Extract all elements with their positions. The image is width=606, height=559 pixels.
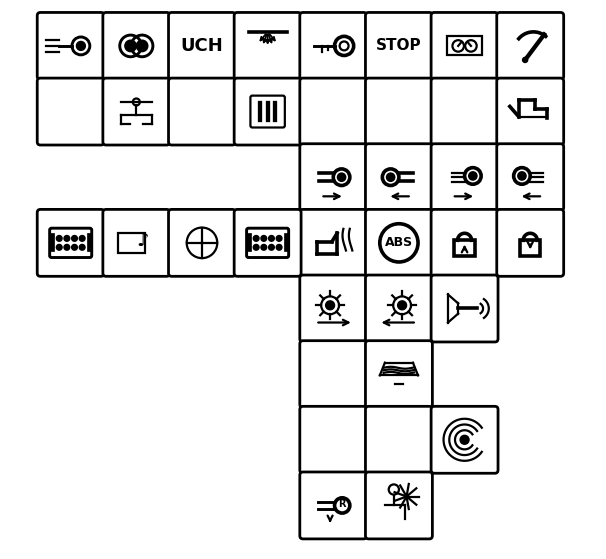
Circle shape — [72, 244, 78, 250]
Circle shape — [268, 235, 275, 241]
FancyBboxPatch shape — [300, 472, 367, 539]
Circle shape — [468, 172, 477, 180]
FancyBboxPatch shape — [365, 275, 433, 342]
FancyBboxPatch shape — [168, 210, 236, 276]
Circle shape — [64, 235, 70, 241]
FancyBboxPatch shape — [497, 144, 564, 211]
Bar — [520, 240, 541, 255]
FancyBboxPatch shape — [300, 210, 367, 276]
FancyBboxPatch shape — [234, 78, 301, 145]
FancyBboxPatch shape — [300, 340, 367, 408]
FancyBboxPatch shape — [37, 12, 104, 79]
FancyBboxPatch shape — [365, 144, 433, 211]
Circle shape — [253, 235, 259, 241]
Circle shape — [79, 244, 85, 250]
Circle shape — [522, 58, 528, 63]
Circle shape — [125, 40, 136, 51]
FancyBboxPatch shape — [247, 228, 288, 258]
Circle shape — [72, 235, 78, 241]
Bar — [447, 36, 482, 55]
FancyBboxPatch shape — [497, 12, 564, 79]
Circle shape — [338, 173, 345, 181]
Circle shape — [79, 235, 85, 241]
Circle shape — [136, 40, 148, 51]
Circle shape — [76, 41, 85, 50]
FancyBboxPatch shape — [234, 12, 301, 79]
FancyBboxPatch shape — [300, 78, 367, 145]
FancyBboxPatch shape — [431, 275, 498, 342]
FancyBboxPatch shape — [365, 12, 433, 79]
Bar — [454, 240, 474, 255]
Circle shape — [261, 244, 267, 250]
Circle shape — [64, 244, 70, 250]
FancyBboxPatch shape — [37, 210, 104, 276]
Text: ABS: ABS — [385, 236, 413, 249]
FancyBboxPatch shape — [365, 78, 433, 145]
Circle shape — [56, 244, 62, 250]
Circle shape — [325, 301, 335, 310]
FancyBboxPatch shape — [300, 406, 367, 473]
Circle shape — [518, 172, 526, 180]
Circle shape — [268, 244, 275, 250]
FancyBboxPatch shape — [431, 78, 498, 145]
Circle shape — [460, 435, 469, 444]
Circle shape — [387, 173, 395, 181]
FancyBboxPatch shape — [497, 210, 564, 276]
Text: ♪: ♪ — [136, 231, 149, 250]
FancyBboxPatch shape — [37, 78, 104, 145]
FancyBboxPatch shape — [365, 406, 433, 473]
FancyBboxPatch shape — [300, 12, 367, 79]
FancyBboxPatch shape — [50, 228, 92, 258]
FancyBboxPatch shape — [431, 210, 498, 276]
Text: UCH: UCH — [181, 37, 224, 55]
Circle shape — [56, 235, 62, 241]
FancyBboxPatch shape — [103, 78, 170, 145]
Circle shape — [276, 244, 282, 250]
FancyBboxPatch shape — [168, 12, 236, 79]
FancyBboxPatch shape — [250, 96, 285, 127]
FancyBboxPatch shape — [168, 78, 236, 145]
FancyBboxPatch shape — [103, 210, 170, 276]
Circle shape — [276, 235, 282, 241]
FancyBboxPatch shape — [365, 210, 433, 276]
Circle shape — [261, 235, 267, 241]
Circle shape — [398, 301, 407, 310]
Text: R: R — [338, 499, 346, 509]
Circle shape — [253, 244, 259, 250]
Bar — [119, 233, 145, 253]
FancyBboxPatch shape — [300, 275, 367, 342]
FancyBboxPatch shape — [365, 340, 433, 408]
FancyBboxPatch shape — [103, 12, 170, 79]
FancyBboxPatch shape — [431, 406, 498, 473]
FancyBboxPatch shape — [431, 12, 498, 79]
FancyBboxPatch shape — [497, 78, 564, 145]
FancyBboxPatch shape — [234, 210, 301, 276]
FancyBboxPatch shape — [431, 144, 498, 211]
Text: STOP: STOP — [376, 39, 422, 54]
FancyBboxPatch shape — [365, 472, 433, 539]
FancyBboxPatch shape — [300, 144, 367, 211]
